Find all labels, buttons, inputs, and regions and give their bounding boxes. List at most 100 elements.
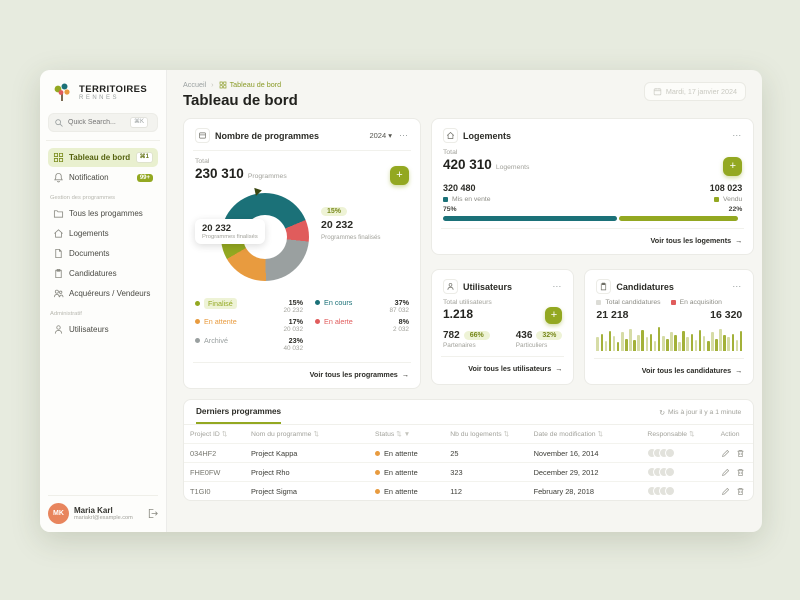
user-profile: MK Maria Karl mariakrl@example.com xyxy=(48,495,158,524)
col-nb-logements[interactable]: Nb du logements ⇅ xyxy=(450,431,510,438)
responsable-avatars xyxy=(647,448,708,458)
refresh-icon[interactable]: ↻ xyxy=(659,409,665,417)
card-menu-icon[interactable]: ⋯ xyxy=(732,130,743,140)
particuliers-percent-badge: 32% xyxy=(536,331,563,340)
date-label: Mardi, 17 janvier 2024 xyxy=(665,87,737,96)
edit-icon[interactable] xyxy=(721,449,730,458)
sort-icon: ⇅ xyxy=(689,431,695,438)
logout-icon[interactable] xyxy=(147,508,158,519)
nav-section-label: Gestion des programmes xyxy=(50,195,116,201)
breadcrumb-home[interactable]: Accueil xyxy=(183,80,207,89)
status-badge: En attente xyxy=(375,468,438,477)
add-logement-button[interactable]: + xyxy=(723,157,743,176)
col-nom[interactable]: Nom du programme ⇅ xyxy=(250,431,319,438)
arrow-right-icon: → xyxy=(401,370,409,379)
donut-tooltip: 20 232 Programmes finalisés xyxy=(195,219,265,244)
nav-section-label: Administratif xyxy=(50,311,82,317)
last-updated: ↻ Mis à jour il y a 1 minute xyxy=(659,409,742,417)
cube-icon xyxy=(195,128,210,143)
user-name: Maria Karl xyxy=(74,506,113,515)
status-dot-icon xyxy=(375,469,380,475)
sidebar-item-documents[interactable]: Documents xyxy=(48,244,158,263)
clipboard-icon xyxy=(596,279,612,294)
search-input[interactable] xyxy=(68,119,126,126)
sidebar-item-tableau-de-bord[interactable]: Tableau de bord ⌘1 xyxy=(48,148,158,167)
view-all-utilisateurs-link[interactable]: Voir tous les utilisateurs → xyxy=(468,364,563,373)
document-icon xyxy=(53,248,64,259)
table-row[interactable]: 034HF2 Project Kappa En attente 25 Novem… xyxy=(184,443,754,463)
status-dot-icon xyxy=(375,450,380,456)
total-candidatures-legend: Total candidatures xyxy=(596,299,661,306)
sidebar-item-label: Tableau de bord xyxy=(69,153,131,162)
programmes-donut-zone: 20 232 Programmes finalisés 15% 20 232 P… xyxy=(195,187,409,291)
bell-icon xyxy=(53,172,64,183)
table-row[interactable]: FHE0FW Project Rho En attente 323 Decemb… xyxy=(184,462,754,482)
sidebar-item-label: Logements xyxy=(69,229,109,238)
view-all-programmes-link[interactable]: Voir tous les programmes → xyxy=(309,370,409,379)
grid-icon xyxy=(53,152,64,163)
logo: TERRITOIRES RENNES xyxy=(48,80,158,104)
card-menu-icon[interactable]: ⋯ xyxy=(732,281,743,291)
particuliers-stat: 436 32% Particuliers xyxy=(516,330,563,349)
delete-icon[interactable] xyxy=(736,449,745,458)
app-window: TERRITOIRES RENNES ⌘K Tableau de bord ⌘1… xyxy=(40,70,762,532)
breadcrumb-current: Tableau de bord xyxy=(219,80,281,89)
person-icon xyxy=(443,279,458,294)
vendu-value: 108 023 xyxy=(709,183,743,193)
year-dropdown[interactable]: 2024 ▾ xyxy=(369,131,392,140)
sidebar-item-label: Documents xyxy=(69,249,110,258)
en-acquisition-value: 16 320 xyxy=(710,309,743,321)
col-project-id[interactable]: Project ID ⇅ xyxy=(190,431,228,438)
total-value: 1.218 xyxy=(443,307,474,321)
card-menu-icon[interactable]: ⋯ xyxy=(399,130,409,140)
person-icon xyxy=(53,324,64,335)
sidebar-item-notification[interactable]: Notification 99+ xyxy=(48,168,158,187)
card-menu-icon[interactable]: ⋯ xyxy=(552,281,563,291)
card-title: Logements xyxy=(463,130,512,141)
card-title: Nombre de programmes xyxy=(215,130,320,141)
delete-icon[interactable] xyxy=(736,487,745,496)
sort-icon: ⇅ xyxy=(597,431,603,438)
add-utilisateur-button[interactable]: + xyxy=(545,307,563,324)
date-picker-button[interactable]: Mardi, 17 janvier 2024 xyxy=(643,82,746,101)
arrow-right-icon: → xyxy=(735,236,743,245)
search-box[interactable]: ⌘K xyxy=(48,113,158,132)
search-shortcut-badge: ⌘K xyxy=(130,117,149,128)
total-value: 230 310 xyxy=(195,166,244,181)
mis-en-vente-percent: 75% xyxy=(443,206,457,213)
sidebar-item-label: Candidatures xyxy=(69,269,117,278)
col-responsable[interactable]: Responsable ⇅ xyxy=(647,431,695,438)
legend-item: Finalisé 15% 20 232 xyxy=(195,298,303,314)
sidebar-nav: Tableau de bord ⌘1 Notification 99+ Gest… xyxy=(48,147,158,489)
sort-icon: ⇅ xyxy=(503,431,510,438)
view-all-candidatures-link[interactable]: Voir tous les candidatures → xyxy=(641,366,743,375)
candidatures-card: Candidatures ⋯ Total candidatures En acq… xyxy=(584,269,755,385)
total-label: Total utilisateurs xyxy=(443,299,492,306)
partenaires-percent-badge: 66% xyxy=(463,331,490,340)
table-row[interactable]: T1GI0 Project Sigma En attente 112 Febru… xyxy=(184,481,754,500)
en-acquisition-legend: En acquisition xyxy=(670,299,722,306)
sidebar-item-tous-les-programmes[interactable]: Tous les progammes xyxy=(48,204,158,223)
col-date-modification[interactable]: Date de modification ⇅ xyxy=(533,431,603,438)
sidebar-item-candidatures[interactable]: Candidatures xyxy=(48,264,158,283)
calendar-icon xyxy=(653,88,662,96)
donut-legend: Finalisé 15% 20 232 En attente 17% 20 032 … xyxy=(195,295,409,355)
sidebar-item-logements[interactable]: Logements xyxy=(48,224,158,243)
programmes-table: Project ID ⇅ Nom du programme ⇅ Status ⇅ ▼ N… xyxy=(184,425,754,500)
vendu-legend: Vendu xyxy=(714,196,742,203)
legend-item: En alerte 8% 2 032 xyxy=(315,317,409,333)
delete-icon[interactable] xyxy=(736,468,745,477)
sidebar-item-acquereurs-vendeurs[interactable]: Acquéreurs / Vendeurs xyxy=(48,284,158,303)
tab-derniers-programmes[interactable]: Derniers programmes xyxy=(196,407,282,424)
sidebar-item-utilisateurs[interactable]: Utilisateurs xyxy=(48,320,158,339)
edit-icon[interactable] xyxy=(721,487,730,496)
edit-icon[interactable] xyxy=(721,468,730,477)
shortcut-badge: ⌘1 xyxy=(135,152,153,163)
add-programme-button[interactable]: + xyxy=(390,166,409,185)
derniers-programmes-card: Derniers programmes ↻ Mis à jour il y a … xyxy=(183,399,755,501)
breadcrumb-separator: › xyxy=(211,80,214,89)
col-status[interactable]: Status ⇅ ▼ xyxy=(375,431,411,438)
view-all-logements-link[interactable]: Voir tous les logements → xyxy=(650,236,743,245)
total-value: 420 310 xyxy=(443,157,492,172)
logo-title: TERRITOIRES xyxy=(79,83,148,95)
